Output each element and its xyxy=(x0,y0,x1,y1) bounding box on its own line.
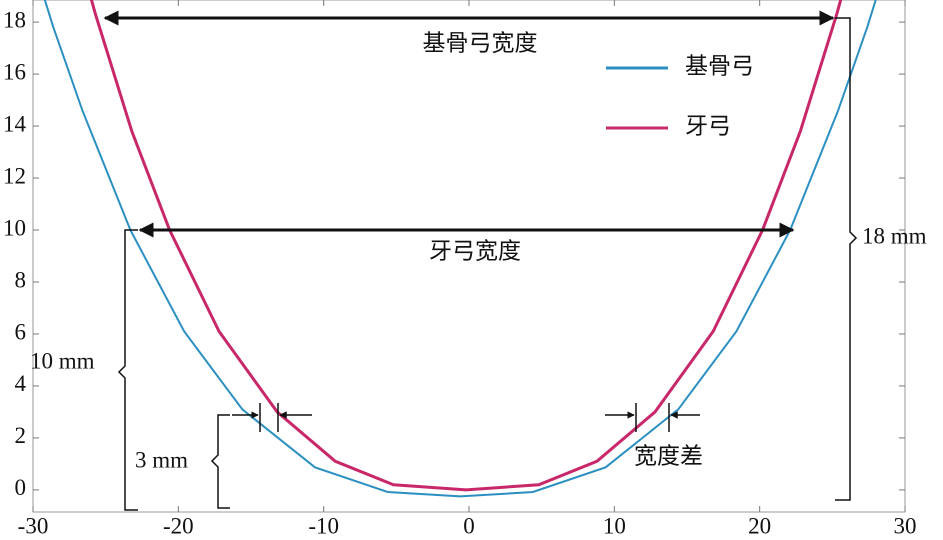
y-tick-label: 14 xyxy=(3,111,27,136)
y-tick-label: 16 xyxy=(3,59,26,84)
annotation: 宽度差 xyxy=(634,443,703,468)
series-line xyxy=(43,0,877,498)
x-tick-label: 0 xyxy=(463,513,475,538)
annotation: 18 mm xyxy=(862,223,927,248)
annotation: 牙弓宽度 xyxy=(429,238,521,263)
x-tick-label: 10 xyxy=(603,513,626,538)
y-tick-label: 4 xyxy=(15,371,27,396)
y-tick-label: 18 xyxy=(3,7,26,32)
x-tick-label: -20 xyxy=(163,513,194,538)
y-tick-label: 8 xyxy=(15,267,27,292)
y-tick-label: 0 xyxy=(15,475,27,500)
x-tick-label: 20 xyxy=(748,513,771,538)
x-tick-label: -30 xyxy=(18,513,49,538)
y-tick-label: 12 xyxy=(3,163,26,188)
x-tick-label: 30 xyxy=(894,513,917,538)
curves xyxy=(43,0,877,498)
legend-label: 基骨弓 xyxy=(685,53,754,78)
legend-label: 牙弓 xyxy=(685,113,731,138)
y-tick-label: 10 xyxy=(3,215,26,240)
annotation: 基骨弓宽度 xyxy=(423,30,538,55)
y-tick-label: 2 xyxy=(15,423,27,448)
series-line xyxy=(89,0,843,492)
annotation-shapes xyxy=(103,10,858,511)
y-tick-label: 6 xyxy=(15,319,27,344)
x-tick-label: -10 xyxy=(308,513,339,538)
annotation: 10 mm xyxy=(30,348,95,373)
annotation: 3 mm xyxy=(135,447,188,472)
